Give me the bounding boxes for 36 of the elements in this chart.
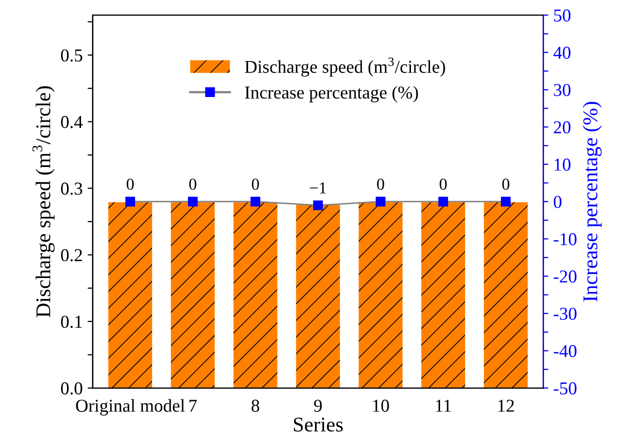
y2-tick-label: -30: [554, 308, 576, 320]
y-tick-label: 0.2: [61, 249, 82, 262]
data-label: 0: [252, 178, 259, 190]
data-label: 0: [126, 178, 134, 190]
x-axis-title: Series: [294, 418, 343, 432]
y2-tick-label: 30: [554, 84, 570, 96]
y2-tick-label: 20: [554, 121, 570, 134]
y2-tick-label: 50: [554, 9, 570, 22]
data-label: 0: [189, 178, 196, 190]
y-axis-title: Discharge speed (m$^{3}$/circle): [32, 86, 55, 318]
x-tick-label: 10: [373, 400, 389, 412]
y2-axis-title: Increase percentage (%): [582, 102, 602, 302]
y2-tick-label: 40: [553, 46, 570, 59]
y2-tick-label: -10: [554, 233, 576, 246]
y-tick-label: 0.0: [61, 382, 82, 395]
y2-tick-label: -50: [554, 382, 576, 394]
data-label: −1: [310, 182, 326, 194]
x-tick-label: 9: [314, 400, 322, 412]
legend-label: Discharge speed (m$^{3}$/circle): [244, 57, 446, 77]
x-tick-label: Original model: [76, 399, 185, 416]
y-tick-label: 0.3: [61, 182, 82, 195]
data-label: 0: [502, 178, 510, 190]
y2-tick-label: 10: [554, 158, 570, 171]
y-tick-label: 0.1: [61, 316, 82, 328]
y2-tick-label: -40: [554, 345, 576, 358]
legend-label: Increase percentage (%): [244, 86, 418, 102]
y2-tick-label: 0: [554, 196, 562, 208]
data-label: 0: [377, 178, 384, 190]
data-label: 0: [440, 178, 447, 190]
y2-tick-label: -20: [554, 270, 576, 283]
x-tick-label: 8: [252, 400, 260, 412]
y-tick-label: 0.5: [61, 49, 82, 62]
x-tick-label: 7: [189, 400, 197, 412]
x-tick-label: 11: [436, 400, 451, 412]
y-tick-label: 0.4: [61, 116, 83, 128]
x-tick-label: 12: [498, 400, 514, 412]
